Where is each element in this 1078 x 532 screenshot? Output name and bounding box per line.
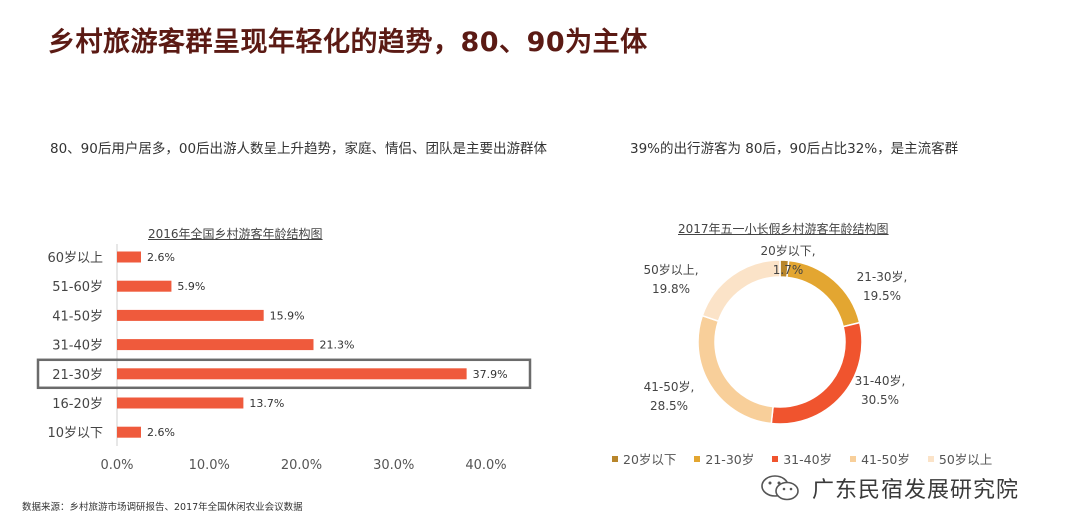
slice-category-label: 31-40岁,	[855, 373, 906, 388]
left-subtitle: 80、90后用户居多，00后出游人数呈上升趋势，家庭、情侣、团队是主要出游群体	[50, 141, 548, 157]
slice-value-label: 1.7%	[773, 263, 804, 277]
right-subtitle: 39%的出行游客为 80后，90后占比32%，是主流客群	[630, 141, 959, 157]
bar-chart-title: 2016年全国乡村游客年龄结构图	[148, 227, 323, 241]
legend-item: 41-50岁	[850, 449, 910, 468]
x-tick-label: 0.0%	[100, 458, 133, 473]
value-label: 5.9%	[177, 280, 205, 293]
x-tick-label: 10.0%	[189, 458, 230, 473]
slice-value-label: 19.5%	[863, 289, 901, 303]
watermark-text: 广东民宿发展研究院	[812, 478, 1020, 503]
legend-label: 21-30岁	[705, 452, 755, 467]
age-bar-chart: 60岁以上 2.6% 51-60岁 5.9% 41-50岁 15.9% 31-40岁 21.3…	[36, 244, 532, 473]
wechat-icon	[761, 475, 799, 501]
bar	[117, 426, 141, 438]
category-label: 51-60岁	[52, 280, 103, 295]
category-label: 41-50岁	[52, 309, 103, 324]
category-label: 16-20岁	[52, 397, 103, 412]
legend-swatch	[850, 455, 857, 462]
bar	[117, 309, 264, 321]
value-label: 15.9%	[270, 309, 305, 322]
slice-category-label: 20岁以下,	[760, 243, 815, 258]
donut-chart-title: 2017年五一小长假乡村游客年龄结构图	[678, 222, 889, 236]
slice-category-label: 21-30岁,	[857, 269, 908, 284]
source-note: 数据来源：乡村旅游市场调研报告、2017年全国休闲农业会议数据	[22, 502, 303, 513]
donut-slice	[770, 321, 863, 425]
value-label: 37.9%	[473, 368, 508, 381]
page-title: 乡村旅游客群呈现年轻化的趋势，80、90为主体	[48, 27, 648, 58]
legend-item: 21-30岁	[694, 449, 754, 468]
x-tick-label: 30.0%	[373, 458, 414, 473]
watermark: 广东民宿发展研究院	[758, 472, 1019, 504]
value-label: 21.3%	[319, 339, 354, 352]
value-label: 13.7%	[249, 397, 284, 410]
donut-slice	[701, 259, 781, 323]
bar	[117, 339, 314, 351]
category-label: 10岁以下	[47, 426, 103, 441]
x-tick-label: 20.0%	[281, 458, 322, 473]
donut-legend: 20岁以下 21-30岁 31-40岁 41-50岁 50岁以上	[612, 449, 992, 468]
legend-swatch	[694, 455, 701, 462]
slice-value-label: 19.8%	[652, 282, 690, 296]
value-label: 2.6%	[147, 251, 175, 264]
legend-item: 50岁以上	[927, 449, 993, 468]
legend-item: 20岁以下	[612, 449, 676, 468]
bar	[117, 397, 244, 409]
legend-swatch	[927, 455, 934, 462]
category-label: 31-40岁	[52, 339, 103, 354]
legend-label: 50岁以上	[938, 452, 993, 467]
value-label: 2.6%	[147, 426, 175, 439]
legend-swatch	[772, 455, 779, 462]
slice-value-label: 28.5%	[650, 399, 688, 413]
legend-label: 41-50岁	[861, 452, 910, 467]
x-tick-label: 40.0%	[465, 458, 506, 473]
slice-value-label: 30.5%	[861, 393, 899, 407]
category-label: 21-30岁	[52, 368, 103, 383]
legend-label: 20岁以下	[623, 452, 677, 467]
legend-swatch	[612, 455, 618, 462]
age-donut-chart: 20岁以下, 1.7% 21-30岁, 19.5% 31-40岁, 30.5% 41-50岁…	[643, 243, 908, 425]
highlight-box	[36, 358, 532, 390]
slice-category-label: 41-50岁,	[644, 379, 695, 394]
donut-slice	[697, 314, 774, 425]
category-label: 60岁以上	[47, 251, 103, 266]
legend-label: 31-40岁	[783, 452, 833, 467]
legend-item: 31-40岁	[772, 449, 832, 468]
bar	[117, 251, 141, 263]
bar	[117, 368, 467, 380]
bar	[117, 280, 172, 292]
slice-category-label: 50岁以上,	[643, 262, 698, 277]
